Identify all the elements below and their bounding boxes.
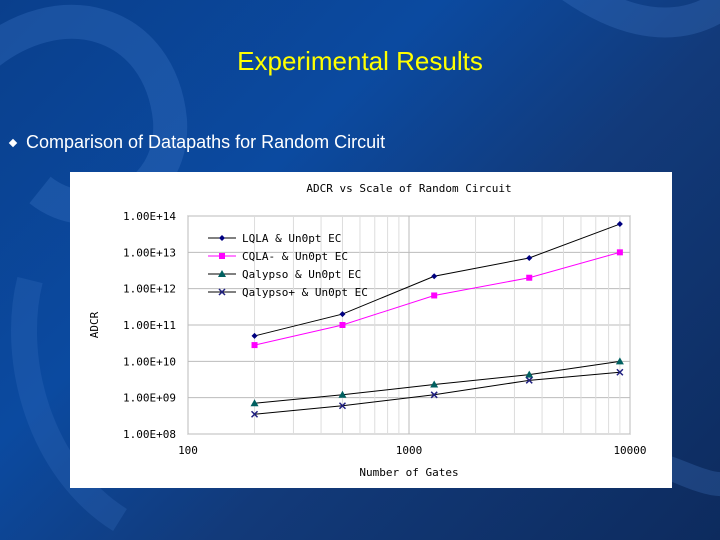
x-tick-label: 100 [178, 444, 198, 457]
y-tick-label: 1.00E+13 [123, 246, 176, 259]
data-point [431, 273, 438, 280]
chart-title: ADCR vs Scale of Random Circuit [306, 182, 511, 195]
legend-marker [218, 288, 226, 296]
data-point [250, 410, 259, 418]
legend-marker [219, 253, 225, 259]
legend-label: Qalypso & Un0pt EC [242, 268, 361, 281]
y-tick-label: 1.00E+08 [123, 428, 176, 441]
data-point [338, 390, 347, 398]
data-point [250, 399, 259, 407]
y-tick-label: 1.00E+14 [123, 210, 176, 223]
data-point [526, 254, 533, 261]
data-point [615, 357, 624, 365]
legend-label: LQLA & Un0pt EC [242, 232, 341, 245]
y-tick-label: 1.00E+09 [123, 392, 176, 405]
legend-label: Qalypso+ & Un0pt EC [242, 286, 368, 299]
legend-label: CQLA- & Un0pt EC [242, 250, 348, 263]
data-point [430, 391, 438, 399]
x-axis-label: Number of Gates [359, 466, 458, 479]
data-point [616, 221, 623, 228]
data-point [526, 274, 533, 281]
x-tick-label: 1000 [396, 444, 423, 457]
data-point [616, 249, 623, 256]
y-tick-label: 1.00E+10 [123, 355, 176, 368]
bullet-item: Comparison of Datapaths for Random Circu… [8, 132, 386, 153]
y-tick-label: 1.00E+12 [123, 283, 176, 296]
slide-title: Experimental Results [237, 46, 483, 76]
data-point [431, 292, 438, 299]
data-point [525, 370, 534, 378]
legend-marker [219, 235, 225, 241]
data-point [338, 402, 347, 410]
data-point [339, 322, 346, 328]
data-point [616, 368, 624, 376]
data-point [430, 380, 439, 388]
data-point [525, 376, 533, 384]
series-line [254, 371, 620, 415]
y-tick-label: 1.00E+11 [123, 319, 176, 332]
x-tick-label: 10000 [613, 444, 646, 457]
line-chart: ADCR vs Scale of Random Circuit1.00E+081… [88, 182, 647, 479]
chart-container: ADCR vs Scale of Random Circuit 1.00E+08 1… [70, 172, 672, 488]
data-point [251, 342, 258, 349]
data-point [251, 332, 258, 339]
y-axis-label: ADCR [88, 311, 101, 338]
legend-marker [218, 270, 226, 277]
data-point [339, 311, 346, 318]
bullet-diamond-icon [8, 138, 18, 147]
bullet-text: Comparison of Datapaths for Random Circu… [26, 132, 386, 152]
